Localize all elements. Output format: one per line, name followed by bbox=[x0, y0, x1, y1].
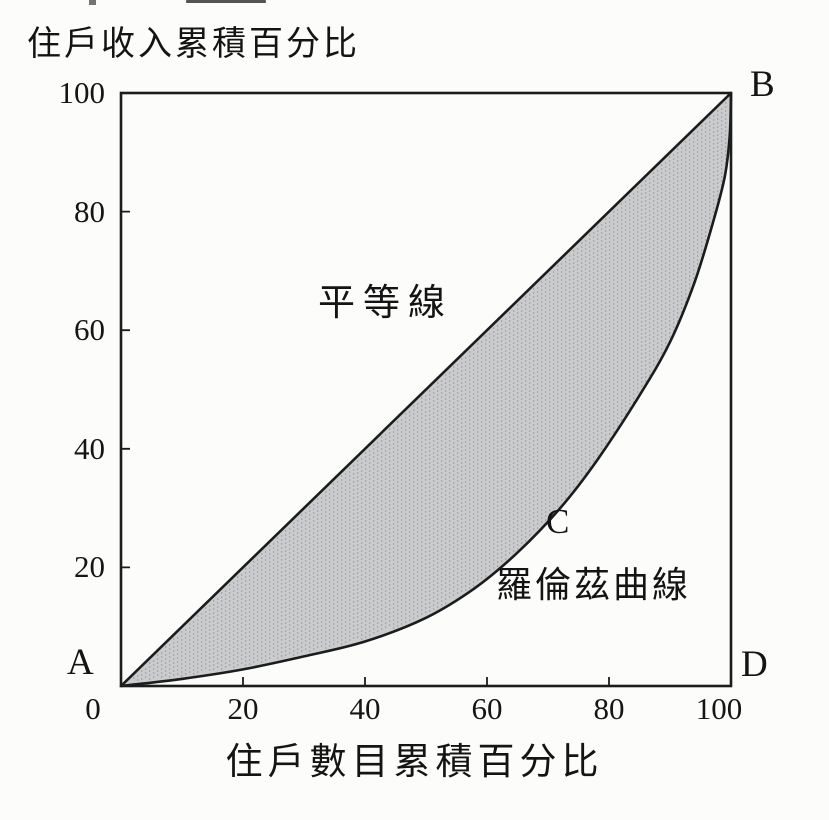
origin-tick-label: 0 bbox=[85, 691, 101, 726]
x-tick-label-80: 80 bbox=[593, 691, 625, 726]
x-tick-label-60: 60 bbox=[471, 691, 503, 726]
y-tick-label-80: 80 bbox=[74, 193, 105, 229]
y-axis-title: 住戶收入累積百分比 bbox=[27, 26, 360, 63]
equality-line-label: 平等線 bbox=[318, 283, 453, 324]
axis-tick-marks bbox=[121, 210, 610, 686]
lorenz-curve-label: 羅倫茲曲線 bbox=[496, 565, 692, 605]
x-tick-label-40: 40 bbox=[349, 691, 381, 726]
lorenz-point-label: C bbox=[546, 502, 570, 541]
corner-label-a: A bbox=[67, 642, 94, 683]
x-tick-label-100: 100 bbox=[695, 691, 743, 726]
scan-artifact bbox=[186, 0, 266, 3]
y-tick-label-100: 100 bbox=[58, 75, 106, 110]
y-tick-label-40: 40 bbox=[74, 430, 105, 466]
lorenz-curve bbox=[119, 91, 733, 688]
halftone-dot-texture bbox=[133, 102, 727, 681]
corner-label-b: B bbox=[750, 64, 775, 105]
equality-line bbox=[120, 92, 732, 687]
scan-artifact bbox=[89, 0, 96, 5]
corner-label-d: D bbox=[741, 644, 768, 685]
y-tick-label-20: 20 bbox=[74, 549, 105, 585]
plot-border bbox=[119, 91, 733, 688]
x-axis-title: 住戶數目累積百分比 bbox=[225, 742, 604, 783]
x-tick-label-20: 20 bbox=[227, 691, 259, 726]
y-tick-label-60: 60 bbox=[74, 312, 105, 348]
